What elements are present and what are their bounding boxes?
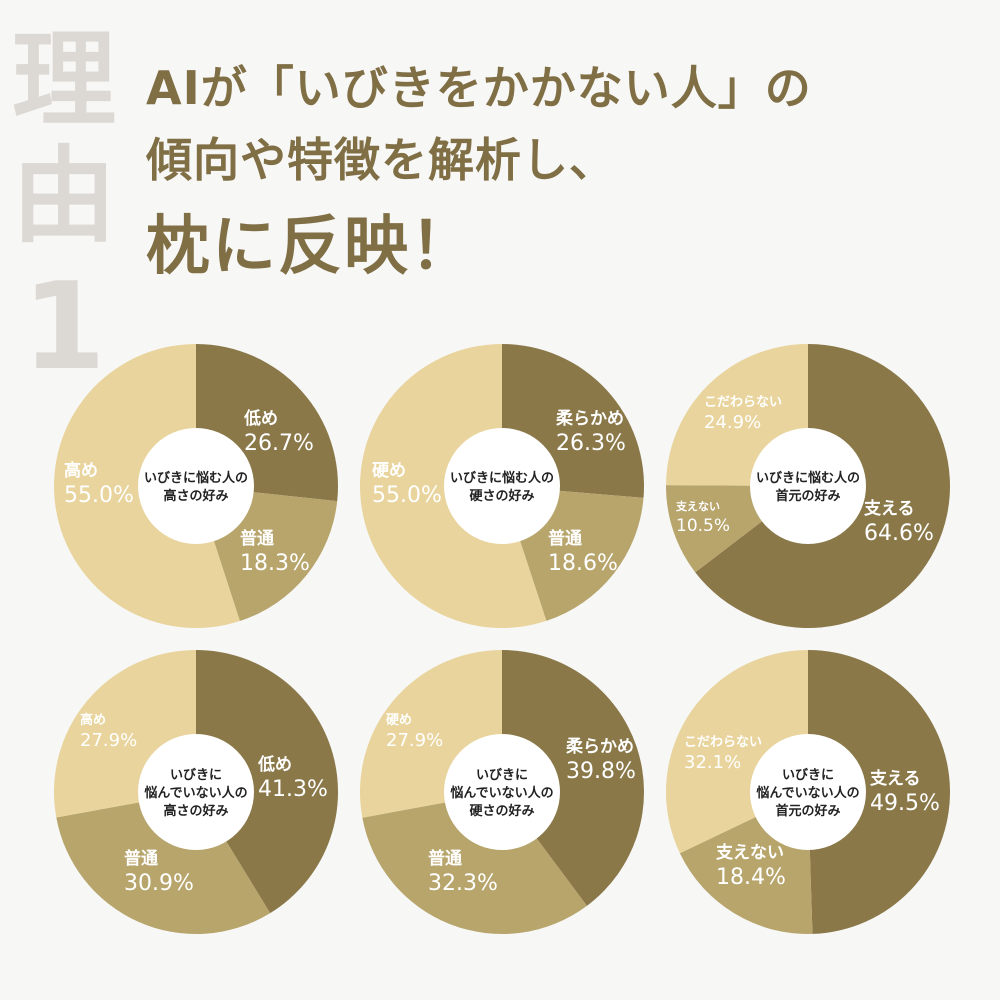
donut-hole-1 [138,428,254,544]
slice-label-5-3: 硬め [386,713,412,728]
chart-title-line-1-2: 高さの好み [163,488,228,504]
chart-title-line-1-1: いびきに悩む人の [144,470,248,486]
chart-title-line-5-1: いびきに [476,768,528,783]
headline: AIが「いびきをかかない人」の 傾向や特徴を解析し、 枕に反映！ [146,52,812,292]
slice-label-1-2: 普通 [240,528,274,549]
slice-value-6-2: 18.4% [716,865,786,890]
chart-title-line-2-1: いびきに悩む人の [450,470,554,486]
chart-title-line-2-2: 硬さの好み [469,488,534,504]
slice-value-3-3: 24.9% [704,412,761,433]
donut-hole-2 [444,428,560,544]
chart-title-line-6-1: いびきに [782,768,834,783]
donut-hole-6 [750,734,866,850]
headline-line-3: 枕に反映！ [146,210,476,284]
slice-label-4-1: 低め [257,754,292,775]
slice-value-2-3: 55.0% [372,483,442,508]
slice-value-6-1: 49.5% [870,791,940,816]
slice-label-6-3: こだわらない [684,735,762,750]
headline-line-2: 傾向や特徴を解析し、 [146,133,616,187]
slice-label-3-3: こだわらない [704,395,782,410]
slice-label-5-1: 柔らかめ [566,737,634,757]
slice-label-1-1: 低め [243,408,278,429]
headline-line-1: AIが「いびきをかかない人」の [146,61,812,115]
donut-hole-4 [138,734,254,850]
side-label-char-2: 由 [11,135,116,257]
slice-value-4-2: 30.9% [124,871,194,896]
slice-value-2-1: 26.3% [556,431,626,456]
slice-label-6-1: 支える [870,768,921,789]
donut-hole-3 [750,428,866,544]
chart-title-line-6-2: 悩んでいない人の [755,785,859,801]
chart-title-line-5-3: 硬さの好み [469,803,534,819]
pie-slice-5-1 [502,650,644,906]
slice-label-1-3: 高め [64,460,98,481]
slice-value-1-3: 55.0% [64,483,134,508]
pie-slice-6-1 [808,650,951,934]
donut-hole-5 [444,734,560,850]
chart-title-line-4-3: 高さの好み [163,803,228,819]
side-label: 理 由 1 [4,22,124,398]
slice-label-4-3: 高め [80,712,106,728]
slice-value-3-2: 10.5% [676,516,730,536]
slice-value-5-1: 39.8% [566,759,636,784]
slice-label-2-2: 普通 [548,528,582,549]
slice-label-3-2: 支えない [675,499,720,513]
chart-title-line-5-2: 悩んでいない人の [449,785,553,801]
side-label-number: 1 [22,258,106,397]
slice-label-2-3: 硬め [372,461,406,481]
slice-value-5-3: 27.9% [386,730,443,751]
pie-slice-4-1 [196,650,339,914]
slice-label-5-2: 普通 [428,848,462,869]
slice-label-3-1: 支える [864,498,915,519]
chart-title-line-4-2: 悩んでいない人の [143,785,247,801]
slice-value-1-1: 26.7% [244,431,314,456]
side-label-char-1: 理 [11,19,116,141]
chart-title-line-3-1: いびきに悩む人の [756,470,860,486]
slice-value-1-2: 18.3% [240,551,310,576]
slice-value-4-3: 27.9% [80,730,137,751]
slice-value-5-2: 32.3% [428,871,498,896]
slice-label-2-1: 柔らかめ [556,409,624,429]
slice-value-2-2: 18.6% [548,551,618,576]
chart-title-line-4-1: いびきに [170,768,222,783]
chart-title-line-3-2: 首元の好み [775,488,840,504]
chart-title-line-6-3: 首元の好み [775,803,840,819]
slice-value-6-3: 32.1% [684,752,741,773]
slice-value-3-1: 64.6% [864,521,934,546]
slice-value-4-1: 41.3% [258,777,328,802]
slice-label-6-2: 支えない [716,842,784,863]
slice-label-4-2: 普通 [124,848,158,869]
pie-slice-5-2 [362,792,587,934]
